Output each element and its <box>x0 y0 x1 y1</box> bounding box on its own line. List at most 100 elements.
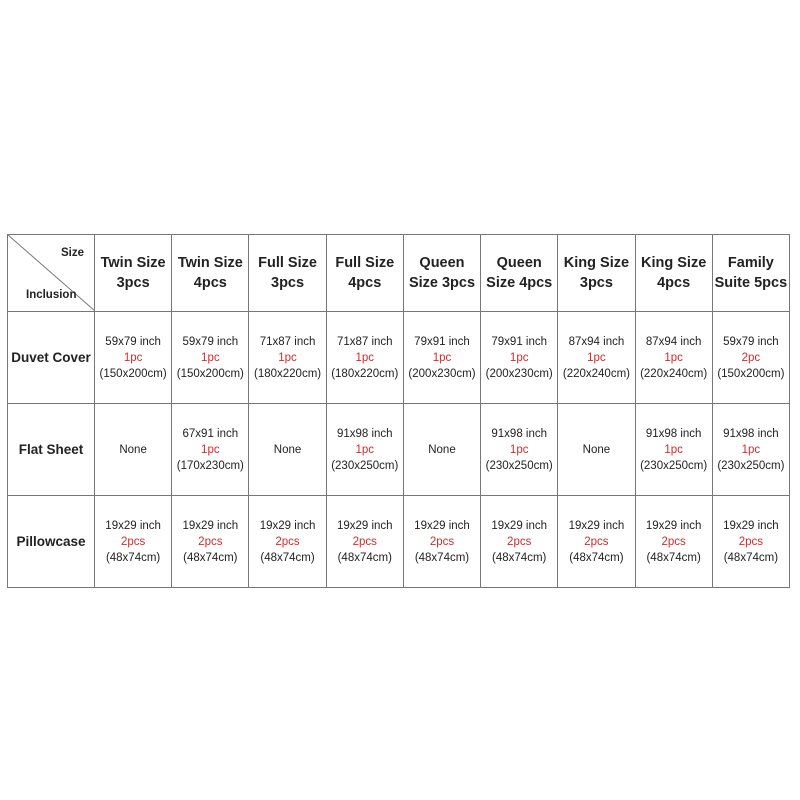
header-line-2: Size 4pcs <box>486 275 553 291</box>
quantity: 2pcs <box>120 535 146 548</box>
column-header: Family Suite 5pcs <box>711 234 791 312</box>
table-cell: 91x98 inch 1pc (230x250cm) <box>325 403 404 496</box>
quantity: 1pc <box>201 351 220 364</box>
size-cm: (48x74cm) <box>492 551 547 564</box>
header-line-1: King Size <box>563 255 630 271</box>
quantity: 1pc <box>123 351 143 364</box>
size-cm: (180x220cm) <box>331 367 399 380</box>
size-cm: (48x74cm) <box>723 551 779 564</box>
size-cm: (170x230cm) <box>176 459 244 472</box>
size-cm: (230x250cm) <box>717 459 785 472</box>
size-cm: (48x74cm) <box>414 551 470 564</box>
size-inch: 59x79 inch <box>182 335 239 348</box>
table-row: Duvet Cover 59x79 inch 1pc (150x200cm) 59x79… <box>7 311 791 404</box>
none-text: None <box>428 443 456 456</box>
quantity: 2pc <box>741 351 761 364</box>
table-cell: 91x98 inch 1pc (230x250cm) <box>711 403 791 496</box>
header-line-2: 4pcs <box>657 275 691 291</box>
size-cm: (48x74cm) <box>569 551 624 564</box>
corner-cell: Size Inclusion <box>7 234 95 312</box>
header-line-1: Family <box>727 255 774 271</box>
table-cell: 59x79 inch 1pc (150x200cm) <box>171 311 250 404</box>
size-inch: 79x91 inch <box>491 335 548 348</box>
table-cell: 91x98 inch 1pc (230x250cm) <box>480 403 559 496</box>
quantity: 1pc <box>587 351 606 364</box>
header-line-2: 3pcs <box>271 275 305 291</box>
size-cm: (230x250cm) <box>485 459 553 472</box>
header-line-1: Full Size <box>335 255 395 271</box>
table-cell: 91x98 inch 1pc (230x250cm) <box>634 403 713 496</box>
size-inch: 19x29 inch <box>105 519 161 532</box>
size-cm: (150x200cm) <box>176 367 244 380</box>
size-inch: 59x79 inch <box>723 335 779 348</box>
header-line-2: 3pcs <box>579 275 613 291</box>
size-inch: 87x94 inch <box>568 335 625 348</box>
size-inch: 71x87 inch <box>336 335 393 348</box>
size-inch: 91x98 inch <box>491 427 548 440</box>
size-cm: (200x230cm) <box>485 367 553 380</box>
size-inch: 87x94 inch <box>645 335 702 348</box>
table-cell: 19x29 inch 2pcs (48x74cm) <box>171 495 250 588</box>
table-cell: 19x29 inch 2pcs (48x74cm) <box>402 495 482 588</box>
row-label: Flat Sheet <box>7 403 95 496</box>
size-label: Size <box>60 247 84 259</box>
table-cell: 71x87 inch 1pc (180x220cm) <box>248 311 327 404</box>
table-cell: 87x94 inch 1pc (220x240cm) <box>557 311 636 404</box>
header-line-1: Queen <box>496 255 542 271</box>
header-line-1: Queen <box>419 255 465 271</box>
size-inch: 79x91 inch <box>414 335 470 348</box>
table-cell: None <box>93 403 173 496</box>
table-cell: 19x29 inch 2pcs (48x74cm) <box>634 495 713 588</box>
quantity: 1pc <box>278 351 297 364</box>
inclusion-label: Inclusion <box>26 289 77 301</box>
header-line-1: Full Size <box>258 255 317 271</box>
header-line-2: Size 3pcs <box>408 275 476 291</box>
table-cell: 59x79 inch 1pc (150x200cm) <box>93 311 173 404</box>
header-line-2: Suite 5pcs <box>714 275 788 291</box>
table-cell: None <box>557 403 636 496</box>
quantity: 2pcs <box>352 535 377 548</box>
size-cm: (200x230cm) <box>408 367 476 380</box>
size-cm: (48x74cm) <box>337 551 392 564</box>
none-text: None <box>119 443 147 456</box>
quantity: 1pc <box>355 443 375 456</box>
quantity: 2pcs <box>507 535 532 548</box>
size-inch: 19x29 inch <box>491 519 548 532</box>
header-line-2: 3pcs <box>116 275 150 291</box>
size-inch: 71x87 inch <box>259 335 316 348</box>
quantity: 1pc <box>355 351 375 364</box>
table-cell: 19x29 inch 2pcs (48x74cm) <box>325 495 404 588</box>
size-cm: (48x74cm) <box>183 551 238 564</box>
column-header: King Size 3pcs <box>557 234 636 312</box>
header-line-1: Twin Size <box>177 255 243 271</box>
quantity: 1pc <box>509 443 529 456</box>
column-header: Queen Size 4pcs <box>480 234 559 312</box>
table-cell: 59x79 inch 2pc (150x200cm) <box>711 311 791 404</box>
header-line-2: 4pcs <box>193 275 227 291</box>
header-line-1: Twin Size <box>100 255 166 271</box>
diagonal-divider <box>8 235 95 311</box>
size-cm: (150x200cm) <box>99 367 167 380</box>
quantity: 2pcs <box>661 535 686 548</box>
size-cm: (48x74cm) <box>105 551 161 564</box>
table-cell: None <box>248 403 327 496</box>
table-cell: 19x29 inch 2pcs (48x74cm) <box>557 495 636 588</box>
quantity: 1pc <box>664 351 683 364</box>
size-cm: (230x250cm) <box>331 459 399 472</box>
row-label: Pillowcase <box>7 495 95 588</box>
size-inch: 19x29 inch <box>645 519 702 532</box>
quantity: 1pc <box>741 443 761 456</box>
quantity: 2pcs <box>738 535 764 548</box>
table-cell: 71x87 inch 1pc (180x220cm) <box>325 311 404 404</box>
size-inch: 19x29 inch <box>182 519 239 532</box>
table-cell: 19x29 inch 2pcs (48x74cm) <box>248 495 327 588</box>
size-chart-table: Size Inclusion Twin Size 3pcs Twin Size 4pc… <box>7 234 791 588</box>
size-inch: 67x91 inch <box>182 427 239 440</box>
size-cm: (180x220cm) <box>253 367 322 380</box>
column-header: Queen Size 3pcs <box>402 234 482 312</box>
column-header: Twin Size 3pcs <box>93 234 173 312</box>
size-inch: 59x79 inch <box>105 335 161 348</box>
none-text: None <box>273 443 302 456</box>
size-inch: 91x98 inch <box>645 427 702 440</box>
header-line-2: 4pcs <box>348 275 382 291</box>
